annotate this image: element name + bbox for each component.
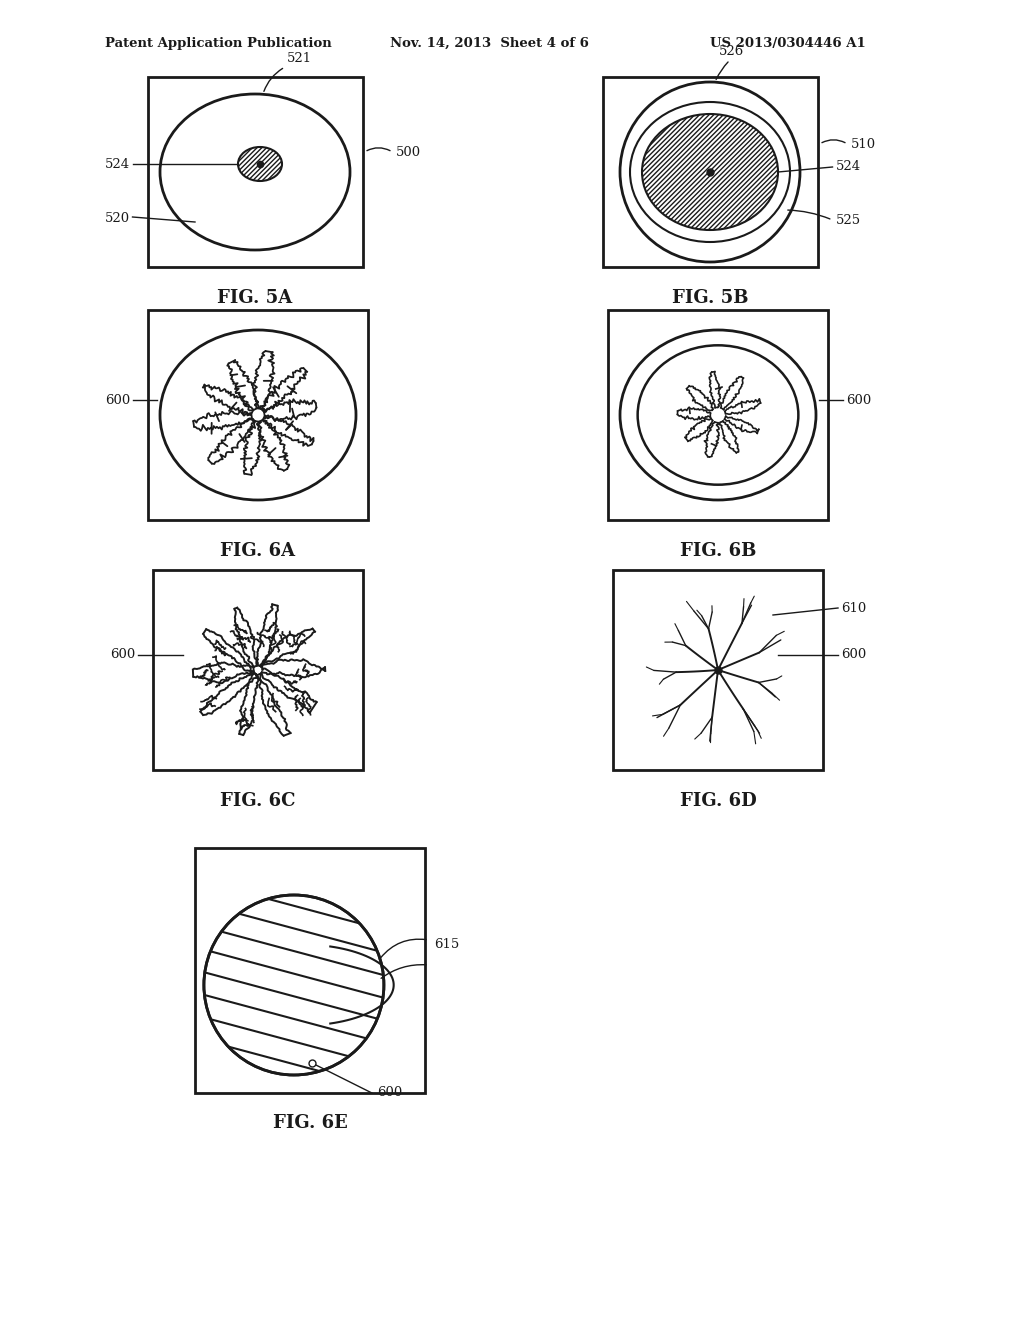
Text: FIG. 6C: FIG. 6C bbox=[220, 792, 296, 810]
Bar bbox=[148, 310, 368, 520]
Bar bbox=[608, 310, 828, 520]
Text: FIG. 6B: FIG. 6B bbox=[680, 543, 756, 560]
Ellipse shape bbox=[238, 147, 282, 181]
Text: 526: 526 bbox=[720, 45, 744, 58]
Text: 615: 615 bbox=[434, 939, 459, 952]
Text: 510: 510 bbox=[851, 137, 876, 150]
Text: 610: 610 bbox=[841, 602, 866, 615]
Text: 600: 600 bbox=[841, 648, 866, 661]
Text: FIG. 6D: FIG. 6D bbox=[680, 792, 757, 810]
Ellipse shape bbox=[160, 330, 356, 500]
Ellipse shape bbox=[160, 94, 350, 249]
Text: Patent Application Publication: Patent Application Publication bbox=[105, 37, 332, 50]
Text: Nov. 14, 2013  Sheet 4 of 6: Nov. 14, 2013 Sheet 4 of 6 bbox=[390, 37, 589, 50]
Text: FIG. 6A: FIG. 6A bbox=[220, 543, 296, 560]
Text: FIG. 6E: FIG. 6E bbox=[272, 1114, 347, 1133]
Bar bbox=[153, 570, 362, 770]
Ellipse shape bbox=[642, 114, 778, 230]
Text: 600: 600 bbox=[846, 393, 871, 407]
Text: 525: 525 bbox=[836, 214, 860, 227]
Text: US 2013/0304446 A1: US 2013/0304446 A1 bbox=[710, 37, 865, 50]
Text: 521: 521 bbox=[287, 51, 312, 65]
Bar bbox=[147, 77, 362, 267]
Circle shape bbox=[620, 82, 800, 261]
Bar bbox=[602, 77, 817, 267]
Text: 600: 600 bbox=[110, 648, 135, 661]
Text: FIG. 5A: FIG. 5A bbox=[217, 289, 293, 308]
Ellipse shape bbox=[620, 330, 816, 500]
Circle shape bbox=[204, 895, 384, 1074]
Text: 524: 524 bbox=[836, 161, 860, 173]
Text: 500: 500 bbox=[395, 145, 421, 158]
Text: 600: 600 bbox=[104, 393, 130, 407]
Text: 524: 524 bbox=[104, 157, 129, 170]
Text: FIG. 5B: FIG. 5B bbox=[672, 289, 749, 308]
Bar bbox=[613, 570, 823, 770]
Text: 520: 520 bbox=[104, 213, 129, 226]
Bar bbox=[195, 847, 425, 1093]
Text: 600: 600 bbox=[377, 1086, 402, 1100]
